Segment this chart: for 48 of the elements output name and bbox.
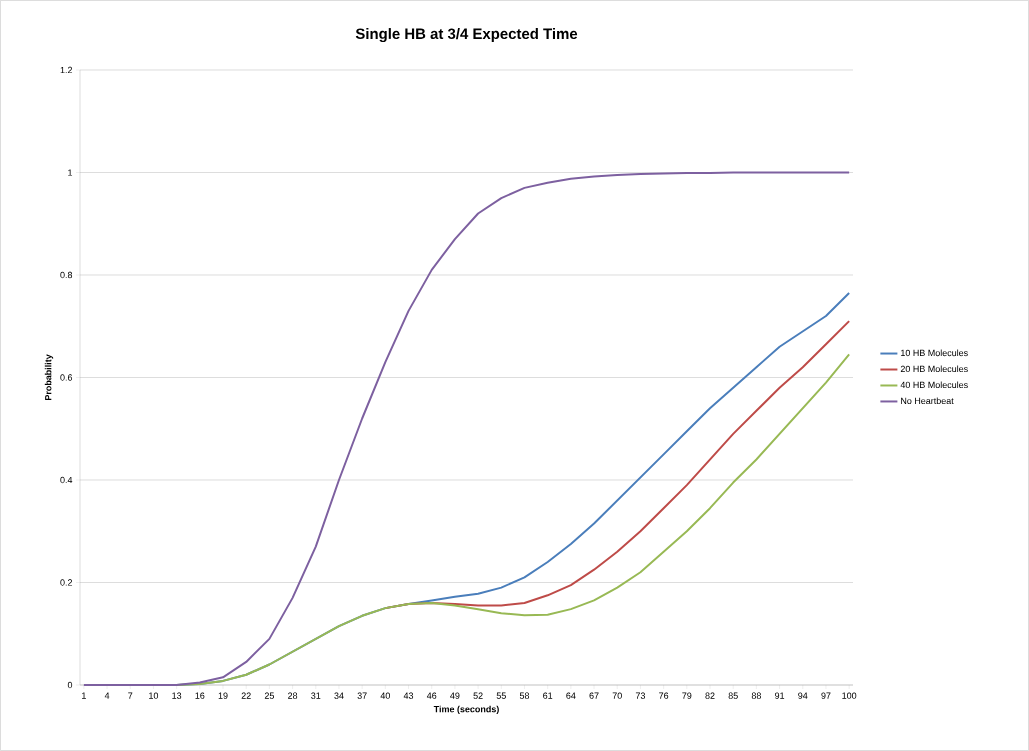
x-tick-label: 13 <box>172 692 182 699</box>
x-tick-label: 100 <box>842 692 857 699</box>
x-tick-label: 7 <box>128 692 133 699</box>
y-tick-label: 0 <box>67 681 73 689</box>
x-tick-label: 55 <box>496 692 506 699</box>
x-tick-label: 73 <box>635 692 646 699</box>
x-tick-label: 19 <box>218 692 228 699</box>
x-tick-label: 37 <box>357 692 367 699</box>
x-tick-label: 28 <box>288 692 298 699</box>
x-tick-label: 64 <box>566 692 576 699</box>
y-tick-label: 0.4 <box>60 476 73 484</box>
y-tick-label: 0.2 <box>60 579 73 586</box>
legend-label: No Heartbeat <box>901 397 954 405</box>
x-tick-label: 79 <box>682 692 692 699</box>
x-tick-label: 67 <box>589 692 599 699</box>
x-tick-label: 85 <box>728 692 738 699</box>
x-tick-label: 58 <box>519 692 530 699</box>
x-tick-label: 22 <box>241 692 251 699</box>
legend-label: 10 HB Molecules <box>901 349 968 357</box>
x-tick-label: 49 <box>450 692 460 699</box>
x-tick-label: 10 <box>149 692 159 699</box>
x-tick-label: 61 <box>543 692 553 699</box>
legend-label: 40 HB Molecules <box>900 381 968 389</box>
legend-label: 20 HB Molecules <box>900 365 968 373</box>
x-tick-label: 88 <box>751 692 761 699</box>
x-tick-label: 34 <box>334 692 344 699</box>
x-tick-label: 43 <box>403 692 414 699</box>
x-tick-label: 70 <box>612 692 622 699</box>
y-tick-label: 0.8 <box>60 271 73 279</box>
x-tick-label: 97 <box>821 692 831 699</box>
y-tick-label: 0.6 <box>60 374 73 381</box>
chart-title: Single HB at 3/4 Expected Time <box>355 28 578 43</box>
x-tick-label: 25 <box>264 692 274 699</box>
x-tick-label: 46 <box>426 692 437 699</box>
y-tick-label: 1.2 <box>60 66 73 74</box>
x-tick-label: 16 <box>195 692 205 699</box>
x-axis-title: Time (seconds) <box>433 705 499 715</box>
x-tick-label: 4 <box>104 692 110 699</box>
y-tick-label: 1 <box>68 169 73 176</box>
x-tick-label: 94 <box>798 692 808 699</box>
y-axis-title: Probability <box>44 354 54 401</box>
x-tick-label: 91 <box>775 692 785 699</box>
x-tick-label: 52 <box>473 692 483 699</box>
x-tick-label: 1 <box>82 692 86 699</box>
x-tick-label: 31 <box>311 692 321 699</box>
x-tick-label: 82 <box>705 692 715 699</box>
x-tick-label: 76 <box>659 692 669 699</box>
x-tick-label: 40 <box>380 692 390 699</box>
